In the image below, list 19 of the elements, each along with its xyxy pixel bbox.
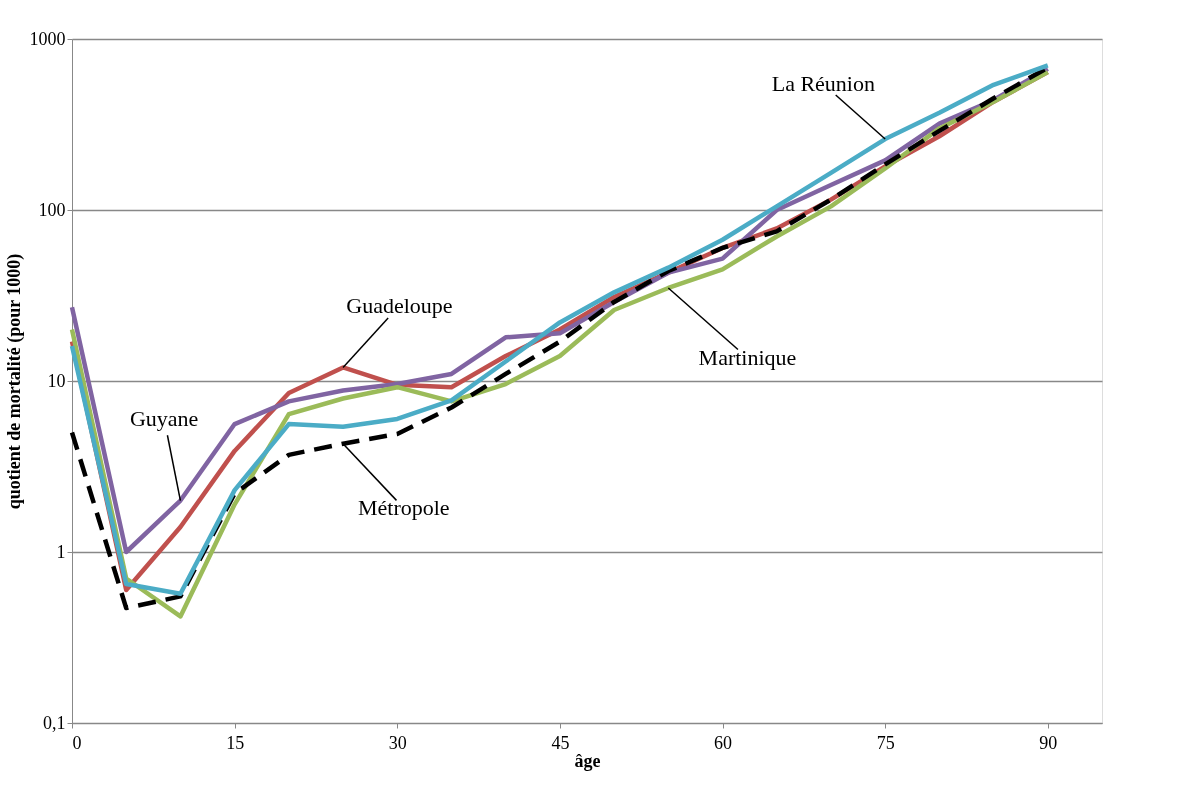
series-label: Guyane	[129, 405, 199, 431]
x-tick-label: 45	[551, 732, 570, 753]
x-tick-label: 30	[388, 732, 407, 753]
y-tick-label: 100	[38, 199, 66, 220]
y-tick-label: 10	[47, 370, 66, 391]
x-axis-title: âge	[574, 750, 601, 771]
y-tick-label: 0,1	[43, 712, 66, 733]
x-tick-label: 75	[876, 732, 895, 753]
text: Martinique	[698, 344, 797, 370]
series-label: La Réunion	[771, 70, 875, 96]
y-axis-title: quotient de mortalité (pour 1000)	[3, 253, 25, 510]
x-tick-label: 60	[714, 732, 733, 753]
x-tick-label: 15	[226, 732, 245, 753]
text: Métropole	[357, 495, 450, 521]
y-tick-label: 1000	[29, 28, 66, 49]
y-tick-label: 1	[56, 541, 66, 562]
x-tick-label: 0	[72, 732, 82, 753]
text: Guadeloupe	[346, 292, 453, 318]
x-tick-label: 90	[1039, 732, 1058, 753]
